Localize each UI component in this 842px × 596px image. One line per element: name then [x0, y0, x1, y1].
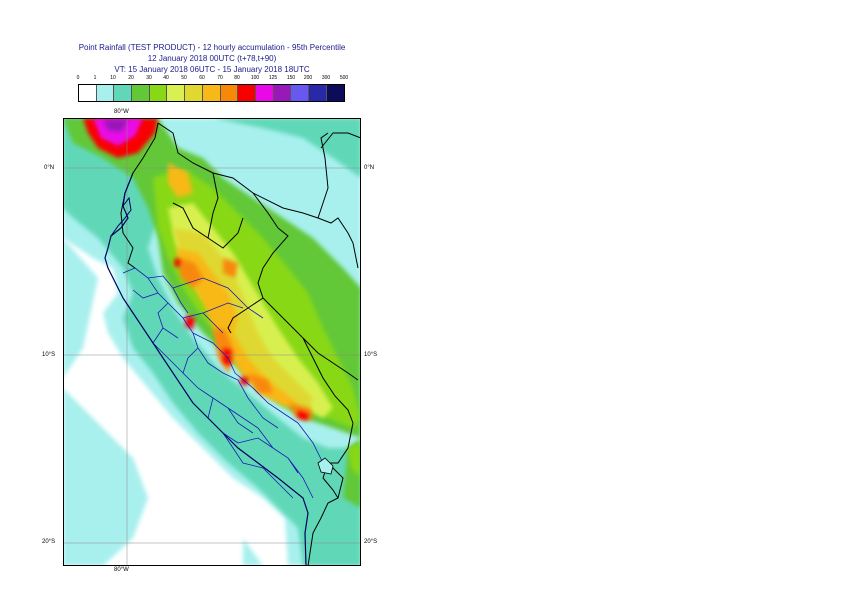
legend-label: 100	[250, 75, 260, 81]
rainfall-map	[63, 118, 361, 566]
map-frame	[63, 118, 361, 566]
legend-color-swatch	[114, 85, 133, 101]
lat-label-0-right: 0°N	[364, 165, 375, 171]
rain-field-purple	[103, 120, 128, 132]
coastline-gulf	[110, 196, 132, 237]
lake-titicaca	[317, 457, 334, 475]
lat-label-20-right: 20°S	[364, 539, 378, 545]
legend-color-swatch	[255, 85, 274, 101]
legend-label: 1	[93, 75, 97, 81]
lat-label-10-right: 10°S	[364, 352, 378, 358]
legend-color-swatch	[273, 85, 292, 101]
legend-label: 60	[199, 75, 205, 81]
rain-field-east-spot	[348, 443, 361, 478]
coastline	[104, 172, 309, 566]
lat-label-0-left: 0°N	[44, 165, 55, 171]
legend-label: 20	[128, 75, 134, 81]
lon-label-top: 80°W	[114, 109, 129, 115]
lat-label-10-left: 10°S	[42, 352, 56, 358]
legend-label: 80	[234, 75, 240, 81]
legend-color-swatch	[238, 85, 256, 101]
rain-field-light-ocean	[63, 238, 263, 566]
legend-color-swatch	[291, 85, 309, 101]
legend-color-swatch	[167, 85, 186, 101]
legend-color-swatch	[185, 85, 203, 101]
legend-label: 125	[268, 75, 278, 81]
title-line-2: 12 January 2018 00UTC (t+78,t+90)	[147, 54, 277, 63]
legend-color-swatch	[326, 85, 345, 101]
legend-label: 70	[217, 75, 223, 81]
title-line-3: VT: 15 January 2018 06UTC - 15 January 2…	[114, 65, 310, 74]
legend-label: 500	[339, 75, 349, 81]
rain-field-medium	[63, 118, 361, 566]
legend-color-swatch	[220, 85, 239, 101]
legend-label: 10	[110, 75, 116, 81]
legend-label: 0	[76, 75, 80, 81]
legend-color-swatch	[79, 85, 97, 101]
rain-field-dark-orange	[178, 258, 313, 420]
legend-color-swatch	[308, 85, 327, 101]
legend-labels: 0 1 10 20 30 40 50 60 70 80 100 125 150 …	[74, 75, 349, 84]
legend-color-swatch	[132, 85, 150, 101]
title-line-1: Point Rainfall (TEST PRODUCT) - 12 hourl…	[78, 43, 346, 52]
lat-label-20-left: 20°S	[42, 539, 56, 545]
legend-label: 150	[286, 75, 296, 81]
legend-label: 200	[303, 75, 313, 81]
legend-label: 30	[146, 75, 152, 81]
legend-color-swatch	[149, 85, 168, 101]
legend-color-swatch	[202, 85, 221, 101]
lon-label-bottom: 80°W	[114, 567, 129, 573]
title-block: Point Rainfall (TEST PRODUCT) - 12 hourl…	[0, 42, 424, 75]
legend-label: 50	[181, 75, 187, 81]
legend-label: 40	[163, 75, 169, 81]
legend-label: 300	[321, 75, 331, 81]
legend-color-bar	[78, 84, 346, 102]
legend-color-swatch	[96, 85, 115, 101]
